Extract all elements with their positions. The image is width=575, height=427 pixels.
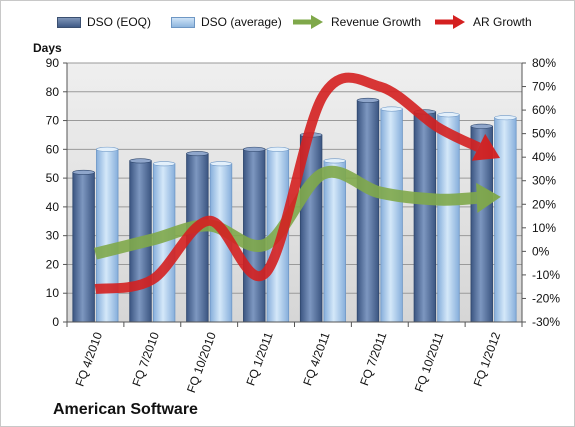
bar-dso-eoq [72,171,95,323]
right-tick-label: 10% [532,221,556,235]
legend-item-rev: Revenue Growth [291,11,421,33]
left-axis-title: Days [33,41,62,55]
legend: DSO (EOQ) DSO (average) Revenue Growth A… [1,11,574,33]
x-tick-label: FQ 10/2011 [412,330,447,394]
left-tick-label: 10 [46,286,60,300]
right-tick-label: 80% [532,56,556,70]
left-tick-label: 0 [52,315,59,329]
bar-dso-average-top [494,115,517,121]
right-tick-label: 20% [532,197,556,211]
legend-label-rev: Revenue Growth [331,15,422,29]
bar-dso-average [96,148,119,323]
bar-dso-average [494,117,517,323]
right-tick-label: -20% [532,291,560,305]
right-tick-label: 70% [532,80,556,94]
right-tick-label: 50% [532,127,556,141]
legend-label-eoq: DSO (EOQ) [87,15,152,29]
bar-dso-average-top [266,146,289,152]
legend-swatch-eoq [57,16,81,28]
bar-dso-eoq [356,100,380,323]
revenue-growth-arrow [93,165,478,260]
bar-dso-average-top [323,158,346,164]
bar-dso-eoq [413,111,437,323]
left-tick-label: 80 [46,85,60,99]
left-tick-label: 60 [46,142,60,156]
x-tick-label: FQ 1/2012 [471,330,504,388]
legend-item-avg: DSO (average) [171,11,282,33]
legend-swatch-avg [171,16,195,28]
legend-item-eoq: DSO (EOQ) [57,11,151,33]
x-tick-label: FQ 4/2011 [300,330,332,388]
right-tick-label: 0% [532,244,550,258]
red-arrow-icon [435,15,465,29]
x-tick-label: FQ 4/2010 [73,330,106,388]
bar-dso-average-top [437,112,460,118]
left-tick-label: 30 [46,229,60,243]
x-tick-label: FQ 7/2011 [357,330,389,388]
ar-growth-arrow [94,72,481,295]
right-tick-label: -10% [532,268,560,282]
legend-label-avg: DSO (average) [201,15,282,29]
bar-dso-eoq-top [72,169,95,175]
bar-dso-eoq-top [186,151,209,157]
bar-dso-average-top [96,146,119,152]
right-tick-label: -30% [532,315,560,329]
bar-dso-average [437,114,460,323]
bar-dso-eoq [243,148,266,323]
legend-item-ar: AR Growth [433,11,532,33]
left-tick-label: 20 [46,257,60,271]
bar-dso-average [323,160,346,323]
bar-dso-average [380,108,403,323]
right-tick-label: 60% [532,103,556,117]
company-title: American Software [53,401,198,418]
bar-dso-eoq-top [243,146,266,152]
left-tick-label: 70 [46,114,60,128]
bar-dso-eoq-top [356,97,380,103]
left-tick-label: 50 [46,171,60,185]
green-arrow-icon [293,15,323,29]
bar-dso-average-top [153,161,176,167]
revenue-growth-arrow-head [476,182,501,213]
bar-dso-eoq-top [129,158,152,164]
right-tick-label: 30% [532,174,556,188]
x-tick-label: FQ 10/2010 [184,330,219,395]
bar-dso-average-top [380,106,403,112]
x-tick-label: FQ 7/2010 [129,330,162,388]
bar-dso-eoq-top [470,123,493,129]
right-tick-label: 40% [532,150,556,164]
legend-label-ar: AR Growth [473,15,532,29]
ar-growth-arrow-head [471,133,501,161]
bar-dso-average-top [209,161,233,167]
x-tick-label: FQ 1/2011 [243,330,275,388]
left-tick-label: 90 [46,56,60,70]
left-tick-label: 40 [46,200,60,214]
